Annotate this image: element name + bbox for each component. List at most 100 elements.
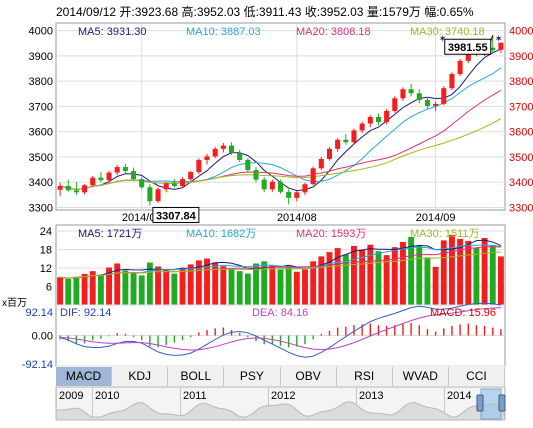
price-tick-left: 3300 [29,202,53,214]
price-tick-right: 3900 [509,51,533,63]
volume-bar [163,269,170,305]
price-panel[interactable]: 3300 3300 3400 3400 3500 3500 3600 3600 3700 3700… [29,22,533,224]
volume-bar [375,251,382,305]
volume-bar [391,247,398,305]
candle-body [498,42,504,50]
extreme-star-icon: ✶ [495,34,503,45]
candle-body [155,189,161,202]
tab-boll[interactable]: BOLL [168,367,225,386]
price-tick-left: 3600 [29,127,53,139]
volume-bar [89,271,96,305]
volume-bar [489,245,496,305]
price-frame [55,22,506,211]
timeline-handle-left[interactable] [476,394,484,412]
volume-bar [97,274,104,305]
tab-kdj[interactable]: KDJ [112,367,169,386]
header-volume-label: 量: [366,5,383,19]
header-change-label: 幅: [424,5,440,19]
price-tick-left: 3700 [29,101,53,113]
candle-body [441,88,447,104]
candle-body [367,117,373,124]
timeline-navigator[interactable]: 2009 2010 2011 2012 2013 2014 [55,386,506,421]
header-low: 3911.43 [258,5,302,19]
price-ma-label-ma5: MA5: 3931.30 [78,26,147,38]
volume-tick: 24 [40,226,52,238]
price-ma30-line [59,118,502,191]
candle-body [302,184,308,193]
volume-bar [497,256,504,305]
dea-label: DEA: 84.16 [252,307,308,319]
price-tick-right: 3600 [509,127,533,139]
price-tick-right: 3300 [509,202,533,214]
dea-line [60,307,501,351]
volume-bar [261,261,268,305]
candle-body [351,130,357,143]
candle-body [400,89,406,99]
volume-bar [408,237,415,305]
volume-panel[interactable]: 6 12 18 24 x百万 MA5: 1721万 MA10: 1682万 MA20: 159… [2,224,506,309]
dif-label: DIF: 92.14 [60,307,111,319]
volume-bar [65,278,72,305]
volume-bar [383,255,390,305]
price-ma-label-ma10: MA10: 3887.03 [186,26,261,38]
timeline-selection-window[interactable] [480,388,502,420]
tab-psy[interactable]: PSY [224,367,281,386]
volume-bar [440,240,447,305]
dif-line [59,302,501,358]
macd-panel[interactable]: 92.14 0.00 -92.14 DIF: 92.14 DEA: 84.16 MACD:… [22,302,506,371]
volume-bar [310,261,317,305]
timeline-handle-right[interactable] [498,394,506,412]
volume-bar [416,245,423,305]
tab-wvad[interactable]: WVAD [392,367,449,386]
candle-body [277,181,284,192]
macd-tick: -92.14 [22,359,53,371]
header-date: 2014/09/12 [56,5,117,19]
candle-body [220,145,226,149]
volume-unit-label: x百万 [2,297,27,309]
volume-bar [228,268,235,305]
volume-bar [334,248,341,305]
candle-body [261,179,267,190]
price-tick-right: 3400 [509,177,533,189]
volume-bar [195,260,202,305]
volume-ma-label-ma20: MA20: 1593万 [296,228,366,240]
candle-body [180,179,186,186]
candle-body [294,192,300,198]
candle-body [359,123,365,131]
macd-label: MACD: 15.96 [430,307,496,319]
candle-body [465,51,471,61]
volume-bar [359,249,366,305]
volume-bar [481,237,488,305]
header-open: 3923.68 [134,5,179,19]
candle-body [98,177,104,181]
price-x-label: 2014/07 [122,212,162,224]
volume-bar [277,269,284,305]
header-volume: 1579万 [382,5,421,19]
candle-body [212,148,218,157]
candle-body [433,103,439,106]
tab-rsi[interactable]: RSI [336,367,393,386]
volume-bar [171,273,178,305]
volume-tick: 18 [40,245,52,257]
volume-ma-label-ma10: MA10: 1682万 [186,228,256,240]
volume-bar [326,252,333,305]
high-marker-pointer [490,35,494,42]
volume-bar [302,269,308,305]
indicator-tabs: MACD KDJ BOLL PSY OBV RSI WVAD CCI [56,367,505,386]
candle-body [310,168,316,185]
volume-bar [155,266,161,305]
tab-obv[interactable]: OBV [280,367,337,386]
macd-tick: 0.00 [32,331,53,343]
volume-bar [130,273,137,305]
tab-macd[interactable]: MACD [56,367,113,386]
price-ma-label-ma20: MA20: 3808.18 [296,26,371,38]
volume-bar [187,264,194,305]
candle-body [343,139,349,143]
price-tick-right: 3700 [509,101,533,113]
candle-body [171,183,177,186]
volume-bar [293,271,300,305]
candle-body [245,159,251,171]
tab-cci[interactable]: CCI [448,367,505,386]
